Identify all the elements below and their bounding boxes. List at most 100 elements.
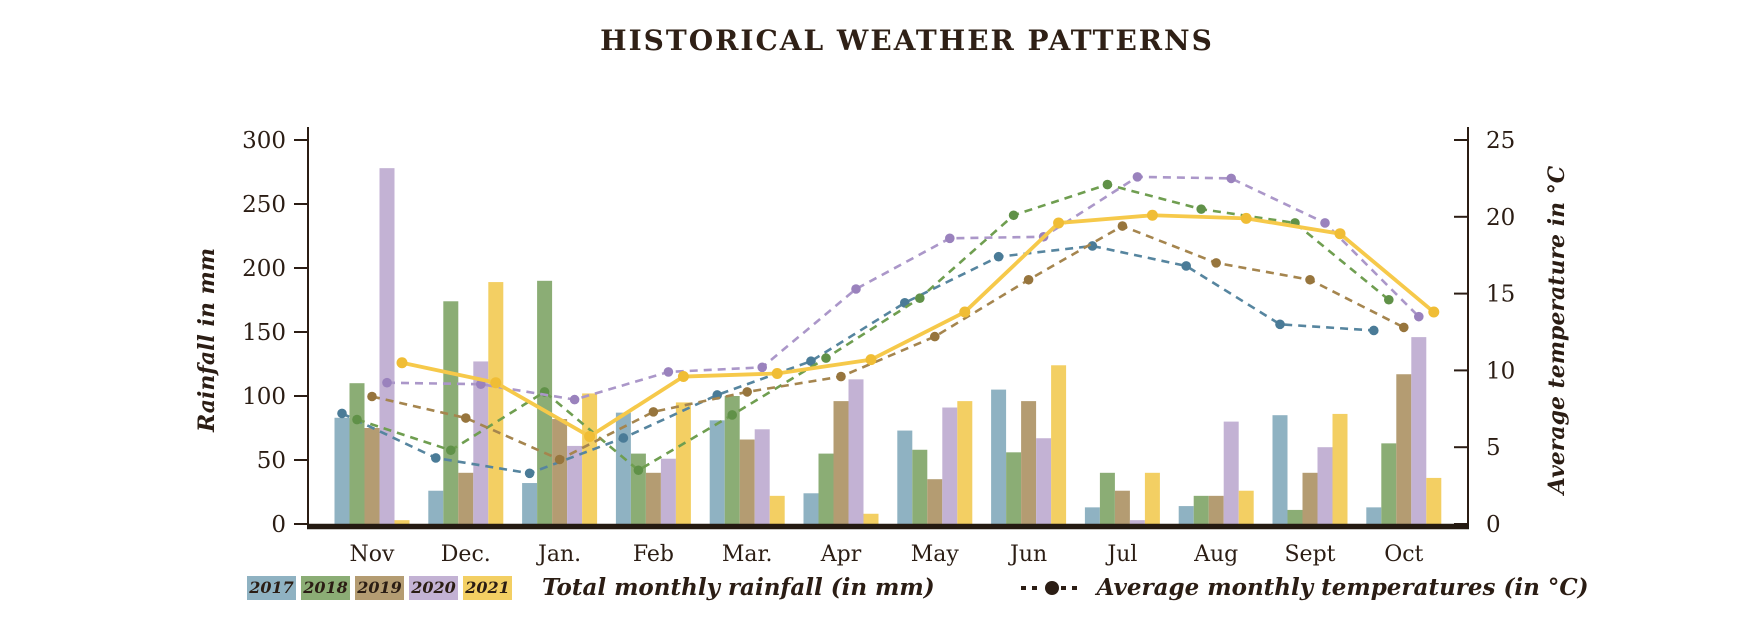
temperature-point-2017 <box>524 468 535 479</box>
rainfall-bar-2017 <box>522 483 538 524</box>
temperature-point-2017 <box>806 356 816 366</box>
right-axis-tick-label: 10 <box>1486 358 1515 384</box>
legend-year-2019: 2019 <box>355 575 404 600</box>
rainfall-bar-2017 <box>334 417 350 524</box>
temperature-point-2017 <box>1369 325 1379 336</box>
temperature-point-2019 <box>461 413 471 423</box>
temperature-point-2021 <box>1146 209 1158 221</box>
rainfall-bar-2021 <box>1238 490 1254 524</box>
rainfall-bar-2017 <box>1084 507 1100 524</box>
right-axis-tick-label: 5 <box>1486 435 1501 461</box>
temperature-point-2018 <box>727 410 737 420</box>
rainfall-bar-2018 <box>1381 443 1397 524</box>
rainfall-bar-2021 <box>488 282 504 524</box>
rainfall-bar-2020 <box>1317 447 1333 524</box>
rainfall-bar-2018 <box>1006 452 1022 524</box>
legend-year-2020: 2020 <box>409 575 458 600</box>
rainfall-bar-2020 <box>942 407 958 524</box>
rainfall-bar-2020 <box>567 445 583 524</box>
rainfall-bar-2018 <box>443 301 459 524</box>
temperature-point-2017 <box>1181 261 1191 271</box>
rainfall-bar-2018 <box>630 453 646 524</box>
temperature-point-2020 <box>663 367 674 377</box>
rainfall-bar-2019 <box>739 439 755 524</box>
right-axis-tick-label: 25 <box>1486 128 1515 154</box>
left-axis-tick-label: 100 <box>242 384 286 410</box>
rainfall-bar-2021 <box>769 495 785 524</box>
legend-temperature-label: Average monthly temperatures (in °C) <box>1096 574 1589 601</box>
temperature-point-2021 <box>1240 212 1252 224</box>
chart-legend: 2017 2018 2019 2020 2021 Total monthly rainf… <box>247 574 1589 601</box>
month-label: May <box>911 542 960 567</box>
rainfall-bar-2021 <box>1144 472 1160 524</box>
temperature-point-2018 <box>1102 179 1113 190</box>
rainfall-bar-2018 <box>724 396 740 524</box>
rainfall-bar-2020 <box>754 429 770 524</box>
rainfall-bar-2021 <box>675 402 691 524</box>
temperature-point-2019 <box>836 371 846 382</box>
right-axis-tick-label: 15 <box>1486 282 1515 308</box>
rainfall-bar-2019 <box>1396 374 1412 524</box>
rainfall-bar-2017 <box>428 490 444 524</box>
temperature-point-2021 <box>1428 306 1440 318</box>
rainfall-bar-2019 <box>1114 490 1130 524</box>
left-axis-tick-label: 150 <box>242 320 286 346</box>
temperature-point-2020 <box>569 394 580 405</box>
temperature-point-2020 <box>382 377 392 388</box>
temperature-point-2021 <box>771 367 783 379</box>
legend-year-2018: 2018 <box>301 575 350 600</box>
left-axis-title: Rainfall in mm <box>194 248 220 433</box>
temperature-point-2021 <box>490 377 502 389</box>
temperature-point-2021 <box>865 354 877 366</box>
page-title: HISTORICAL WEATHER PATTERNS <box>600 24 1214 57</box>
rainfall-bar-2019 <box>458 472 474 524</box>
temperature-point-2018 <box>1196 204 1206 214</box>
rainfall-bar-2019 <box>833 401 849 524</box>
rainfall-bar-2018 <box>818 453 834 524</box>
temperature-point-2020 <box>1226 173 1236 184</box>
temperature-point-2017 <box>993 251 1004 262</box>
left-axis-tick-label: 300 <box>242 128 286 154</box>
temperature-point-2018 <box>1384 294 1394 305</box>
rainfall-bar-2020 <box>1036 438 1052 524</box>
legend-years: 2017 2018 2019 2020 2021 <box>247 575 512 600</box>
temperature-point-2021 <box>396 357 408 369</box>
left-axis-tick-label: 50 <box>257 448 286 474</box>
rainfall-bar-2017 <box>897 430 913 524</box>
temperature-point-2020 <box>851 284 861 294</box>
temperature-line-2021 <box>401 213 1436 439</box>
rainfall-bar-2019 <box>1208 495 1224 524</box>
temperature-point-2019 <box>554 454 565 465</box>
temperature-line-2017 <box>341 244 1374 475</box>
right-axis-tick-label: 0 <box>1486 512 1501 538</box>
month-label: Nov <box>350 542 395 567</box>
temperature-line-icon <box>1020 580 1083 595</box>
temperature-point-2020 <box>1132 172 1143 182</box>
rainfall-bar-2018 <box>912 449 928 524</box>
month-label: Jan. <box>536 542 581 567</box>
legend-year-2017: 2017 <box>247 575 296 600</box>
temperature-point-2019 <box>1023 274 1034 285</box>
rainfall-bar-2019 <box>552 419 568 524</box>
rainfall-bar-2020 <box>660 458 676 524</box>
temperature-point-2017 <box>1275 319 1285 330</box>
rainfall-bar-2017 <box>803 493 819 524</box>
temperature-point-2018 <box>821 353 831 363</box>
temperature-point-2021 <box>584 430 596 442</box>
rainfall-bar-2021 <box>957 401 973 524</box>
rainfall-bar-2019 <box>1021 401 1037 524</box>
temperature-point-2020 <box>757 362 767 373</box>
temperature-point-2018 <box>1008 210 1019 221</box>
temperature-point-2020 <box>1320 218 1330 228</box>
temperature-point-2018 <box>633 465 644 476</box>
rainfall-bar-2020 <box>473 361 489 524</box>
month-label: Dec. <box>441 542 491 567</box>
rainfall-bar-2021 <box>1051 365 1067 524</box>
rainfall-bar-2019 <box>645 472 661 524</box>
rainfall-bar-2020 <box>379 168 395 524</box>
temperature-point-2017 <box>618 433 629 443</box>
temperature-point-2021 <box>1053 217 1065 229</box>
left-axis-tick-label: 0 <box>271 512 286 538</box>
month-label: Feb <box>633 542 674 567</box>
